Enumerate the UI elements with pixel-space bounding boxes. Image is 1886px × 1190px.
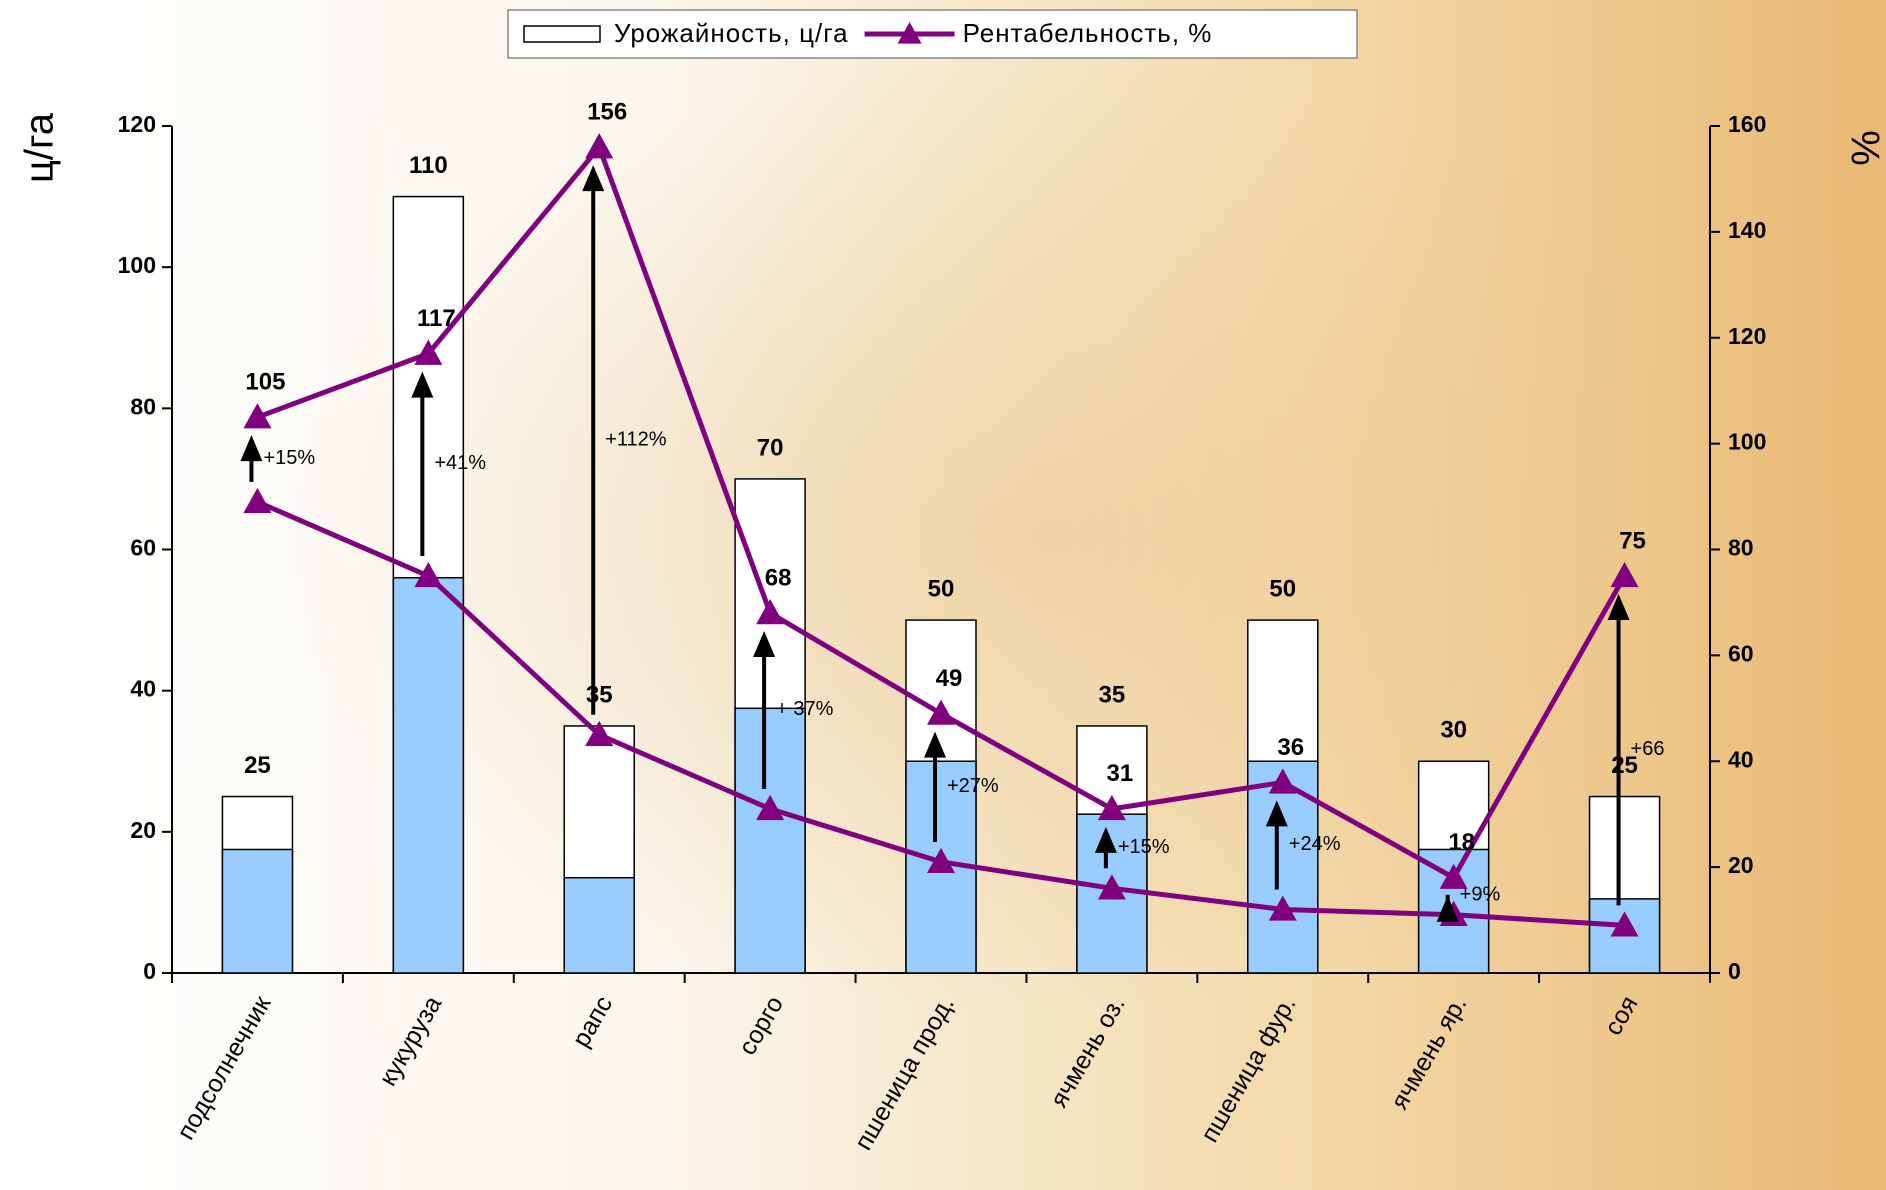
bar	[392, 576, 465, 974]
value-label: 31	[1107, 760, 1134, 787]
arrow-head	[1094, 826, 1117, 853]
annotation: +24%	[1289, 833, 1341, 855]
y-axis-title: ц/га	[18, 112, 62, 183]
y-tick-label: 80	[130, 393, 156, 419]
annotation: +15%	[1118, 836, 1170, 858]
annotation: +15%	[263, 447, 315, 469]
value-label: 70	[757, 434, 784, 461]
line-marker	[414, 561, 443, 588]
line-marker	[1097, 874, 1126, 900]
y2-tick-label: 140	[1728, 217, 1766, 243]
line-marker	[927, 699, 955, 725]
value-label: 18	[1448, 829, 1475, 856]
line-marker	[927, 847, 955, 874]
y2-tick-label: 160	[1728, 111, 1766, 137]
line-marker	[1439, 863, 1468, 889]
value-label: 68	[765, 564, 792, 591]
arrow-head	[582, 165, 605, 192]
value-label: 49	[936, 665, 963, 692]
annotation: +9%	[1460, 884, 1501, 906]
y2-axis-title: %	[1842, 130, 1886, 166]
arrow-head	[753, 631, 776, 658]
line-marker	[1097, 794, 1126, 821]
y-tick-label: 40	[130, 676, 156, 702]
legend-label: Урожайность, ц/га	[614, 18, 849, 48]
bar	[221, 848, 294, 974]
value-label: 105	[245, 369, 285, 396]
value-label: 36	[1277, 734, 1304, 761]
annotation: +41%	[434, 452, 486, 474]
arrow-head	[1607, 593, 1630, 620]
y2-tick-label: 40	[1728, 746, 1754, 772]
legend-swatch	[523, 25, 601, 43]
value-label: 35	[586, 681, 613, 708]
line-marker	[585, 133, 614, 159]
value-label: 117	[417, 305, 456, 332]
legend-marker	[897, 22, 922, 44]
value-label: 110	[409, 152, 448, 179]
value-label: 50	[928, 575, 955, 602]
bar	[563, 876, 635, 974]
y2-tick-label: 120	[1728, 323, 1766, 349]
line-marker	[585, 720, 614, 746]
value-label: 35	[1099, 681, 1126, 708]
line-marker	[756, 599, 785, 625]
arrow-head	[1265, 800, 1288, 827]
line-marker	[243, 487, 272, 514]
y2-tick-label: 100	[1728, 429, 1766, 455]
legend-label: Рентабельность, %	[963, 18, 1213, 48]
annotation: +27%	[947, 775, 999, 797]
value-label: 25	[244, 752, 271, 779]
line-marker	[1610, 911, 1639, 937]
y-tick-label: 0	[143, 958, 156, 984]
value-label: 30	[1440, 717, 1467, 744]
annotation: +66	[1631, 738, 1665, 760]
y-tick-label: 120	[118, 111, 156, 137]
line-marker	[414, 339, 443, 365]
line-marker	[1268, 895, 1297, 921]
annotation: + 37%	[776, 698, 833, 720]
y-tick-label: 60	[130, 535, 156, 561]
arrow-head	[240, 435, 263, 462]
y2-tick-label: 80	[1728, 535, 1754, 561]
arrow-head	[924, 731, 946, 758]
value-label: 156	[587, 99, 627, 126]
line-marker	[1268, 768, 1297, 794]
arrow-head	[411, 371, 434, 398]
line-marker	[243, 403, 272, 429]
value-label: 25	[1611, 752, 1638, 779]
bar	[734, 707, 806, 974]
value-label: 75	[1619, 527, 1646, 554]
y2-tick-label: 0	[1728, 958, 1741, 984]
legend: Урожайность, ц/га Рентабельность, %	[507, 9, 1358, 59]
line-marker	[1610, 561, 1639, 588]
arrow-head	[1436, 895, 1459, 922]
value-label: 50	[1269, 575, 1296, 602]
y-tick-label: 100	[118, 252, 156, 278]
line-marker	[756, 794, 785, 821]
y2-tick-label: 20	[1728, 852, 1754, 878]
annotation: +112%	[605, 428, 667, 450]
y-tick-label: 20	[130, 817, 156, 843]
y2-tick-label: 60	[1728, 640, 1754, 666]
